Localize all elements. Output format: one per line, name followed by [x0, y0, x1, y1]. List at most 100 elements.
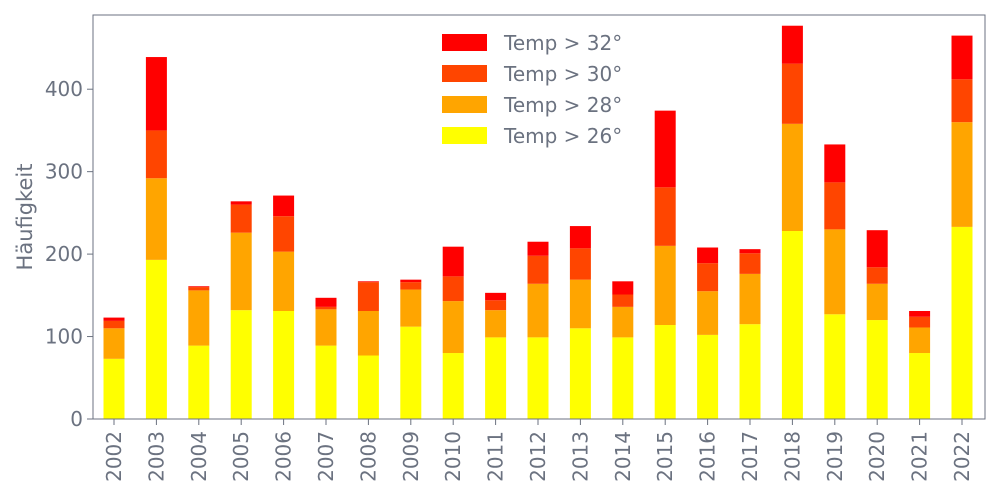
x-tick-label: 2006 — [272, 431, 296, 482]
bar-2016-series-2 — [697, 263, 719, 292]
bar-2016-series-3 — [697, 247, 719, 264]
legend-swatch — [442, 96, 487, 113]
bar-2020-series-3 — [866, 230, 888, 268]
bar-2015-series-0 — [654, 325, 676, 419]
legend: Temp > 32° Temp > 30° Temp > 28° Temp > 26° — [442, 31, 622, 148]
bar-2008-series-3 — [357, 281, 379, 283]
bar-2017-series-3 — [739, 249, 761, 254]
plot-frame — [92, 14, 986, 420]
x-tick-label: 2014 — [611, 431, 635, 482]
x-tick-label: 2016 — [696, 431, 720, 482]
x-tick-label: 2010 — [441, 431, 465, 482]
legend-swatch — [442, 34, 487, 51]
bar-2014-series-1 — [612, 306, 634, 338]
bar-2005-series-2 — [230, 204, 252, 233]
x-tick-label: 2009 — [399, 431, 423, 482]
bar-2013-series-3 — [569, 226, 591, 249]
bar-2021-series-1 — [909, 327, 931, 354]
bar-2019-series-2 — [824, 182, 846, 230]
x-tick-label: 2003 — [144, 431, 168, 482]
bar-2020-series-0 — [866, 320, 888, 419]
bar-2006-series-3 — [273, 195, 295, 217]
bar-2003-series-0 — [145, 259, 167, 419]
bar-2012-series-0 — [527, 337, 549, 419]
bar-2003-series-3 — [145, 57, 167, 131]
bar-2022-series-2 — [951, 79, 973, 123]
bar-2003-series-2 — [145, 130, 167, 179]
bar-2021-series-3 — [909, 310, 931, 317]
x-tick-label: 2017 — [738, 431, 762, 482]
legend-swatch — [442, 127, 487, 144]
bar-2019-series-1 — [824, 229, 846, 315]
bar-2006-series-0 — [273, 310, 295, 419]
legend-label: Temp > 26° — [503, 124, 622, 148]
bar-2009-series-0 — [400, 326, 422, 419]
bar-2014-series-3 — [612, 281, 634, 295]
bar-2018-series-0 — [781, 231, 803, 419]
bar-2021-series-2 — [909, 316, 931, 328]
y-tick-label: 200 — [45, 242, 83, 266]
bar-2018-series-2 — [781, 63, 803, 124]
bar-2021-series-0 — [909, 353, 931, 419]
bar-2011-series-1 — [485, 310, 507, 338]
bar-2022-series-0 — [951, 226, 973, 419]
bar-2019-series-0 — [824, 314, 846, 419]
bar-2012-series-3 — [527, 241, 549, 256]
bar-2014-series-0 — [612, 337, 634, 419]
bar-2007-series-2 — [315, 306, 337, 310]
legend-label: Temp > 30° — [503, 62, 622, 86]
bar-2016-series-1 — [697, 291, 719, 335]
legend-swatch — [442, 65, 487, 82]
bar-2011-series-0 — [485, 337, 507, 419]
bar-2022-series-3 — [951, 35, 973, 80]
legend-label: Temp > 32° — [503, 31, 622, 55]
x-tick-label: 2011 — [484, 431, 508, 482]
legend-label: Temp > 28° — [503, 93, 622, 117]
y-axis: 0 100 200 300 400 — [45, 77, 93, 431]
bar-2008-series-2 — [357, 282, 379, 311]
bar-2009-series-2 — [400, 282, 422, 290]
x-tick-label: 2007 — [314, 431, 338, 482]
bar-2009-series-3 — [400, 279, 422, 283]
bar-2002-series-3 — [103, 317, 125, 321]
bar-2008-series-1 — [357, 310, 379, 356]
bar-2022-series-1 — [951, 122, 973, 227]
y-tick-label: 300 — [45, 160, 83, 184]
bar-2006-series-2 — [273, 216, 295, 252]
bar-2005-series-3 — [230, 201, 252, 205]
bar-2004-series-0 — [188, 345, 210, 419]
bar-2004-series-2 — [188, 287, 210, 291]
bar-2007-series-0 — [315, 345, 337, 419]
bar-2016-series-0 — [697, 334, 719, 419]
bar-2013-series-0 — [569, 328, 591, 419]
x-tick-label: 2015 — [653, 431, 677, 482]
x-tick-label: 2013 — [568, 431, 592, 482]
x-tick-label: 2021 — [908, 431, 932, 482]
bar-2020-series-1 — [866, 283, 888, 321]
bar-2014-series-2 — [612, 294, 634, 307]
x-tick-label: 2019 — [823, 431, 847, 482]
bars-layer — [103, 25, 973, 419]
bar-2002-series-2 — [103, 320, 125, 329]
bar-2004-series-1 — [188, 290, 210, 346]
bar-2003-series-1 — [145, 178, 167, 260]
bar-2005-series-0 — [230, 310, 252, 419]
bar-2011-series-2 — [485, 300, 507, 311]
x-tick-label: 2008 — [356, 431, 380, 482]
x-tick-label: 2005 — [229, 431, 253, 482]
bar-2012-series-1 — [527, 283, 549, 338]
bar-2009-series-1 — [400, 289, 422, 327]
x-tick-label: 2020 — [865, 431, 889, 482]
x-tick-label: 2022 — [950, 431, 974, 482]
bar-2018-series-3 — [781, 25, 803, 64]
bar-2002-series-0 — [103, 358, 125, 419]
bar-2015-series-1 — [654, 245, 676, 326]
y-tick-label: 400 — [45, 77, 83, 101]
bar-2004-series-3 — [188, 286, 210, 288]
bar-2007-series-3 — [315, 297, 337, 307]
bar-2017-series-2 — [739, 253, 761, 274]
bar-2013-series-2 — [569, 248, 591, 280]
bar-2015-series-3 — [654, 110, 676, 188]
bar-2019-series-3 — [824, 144, 846, 183]
